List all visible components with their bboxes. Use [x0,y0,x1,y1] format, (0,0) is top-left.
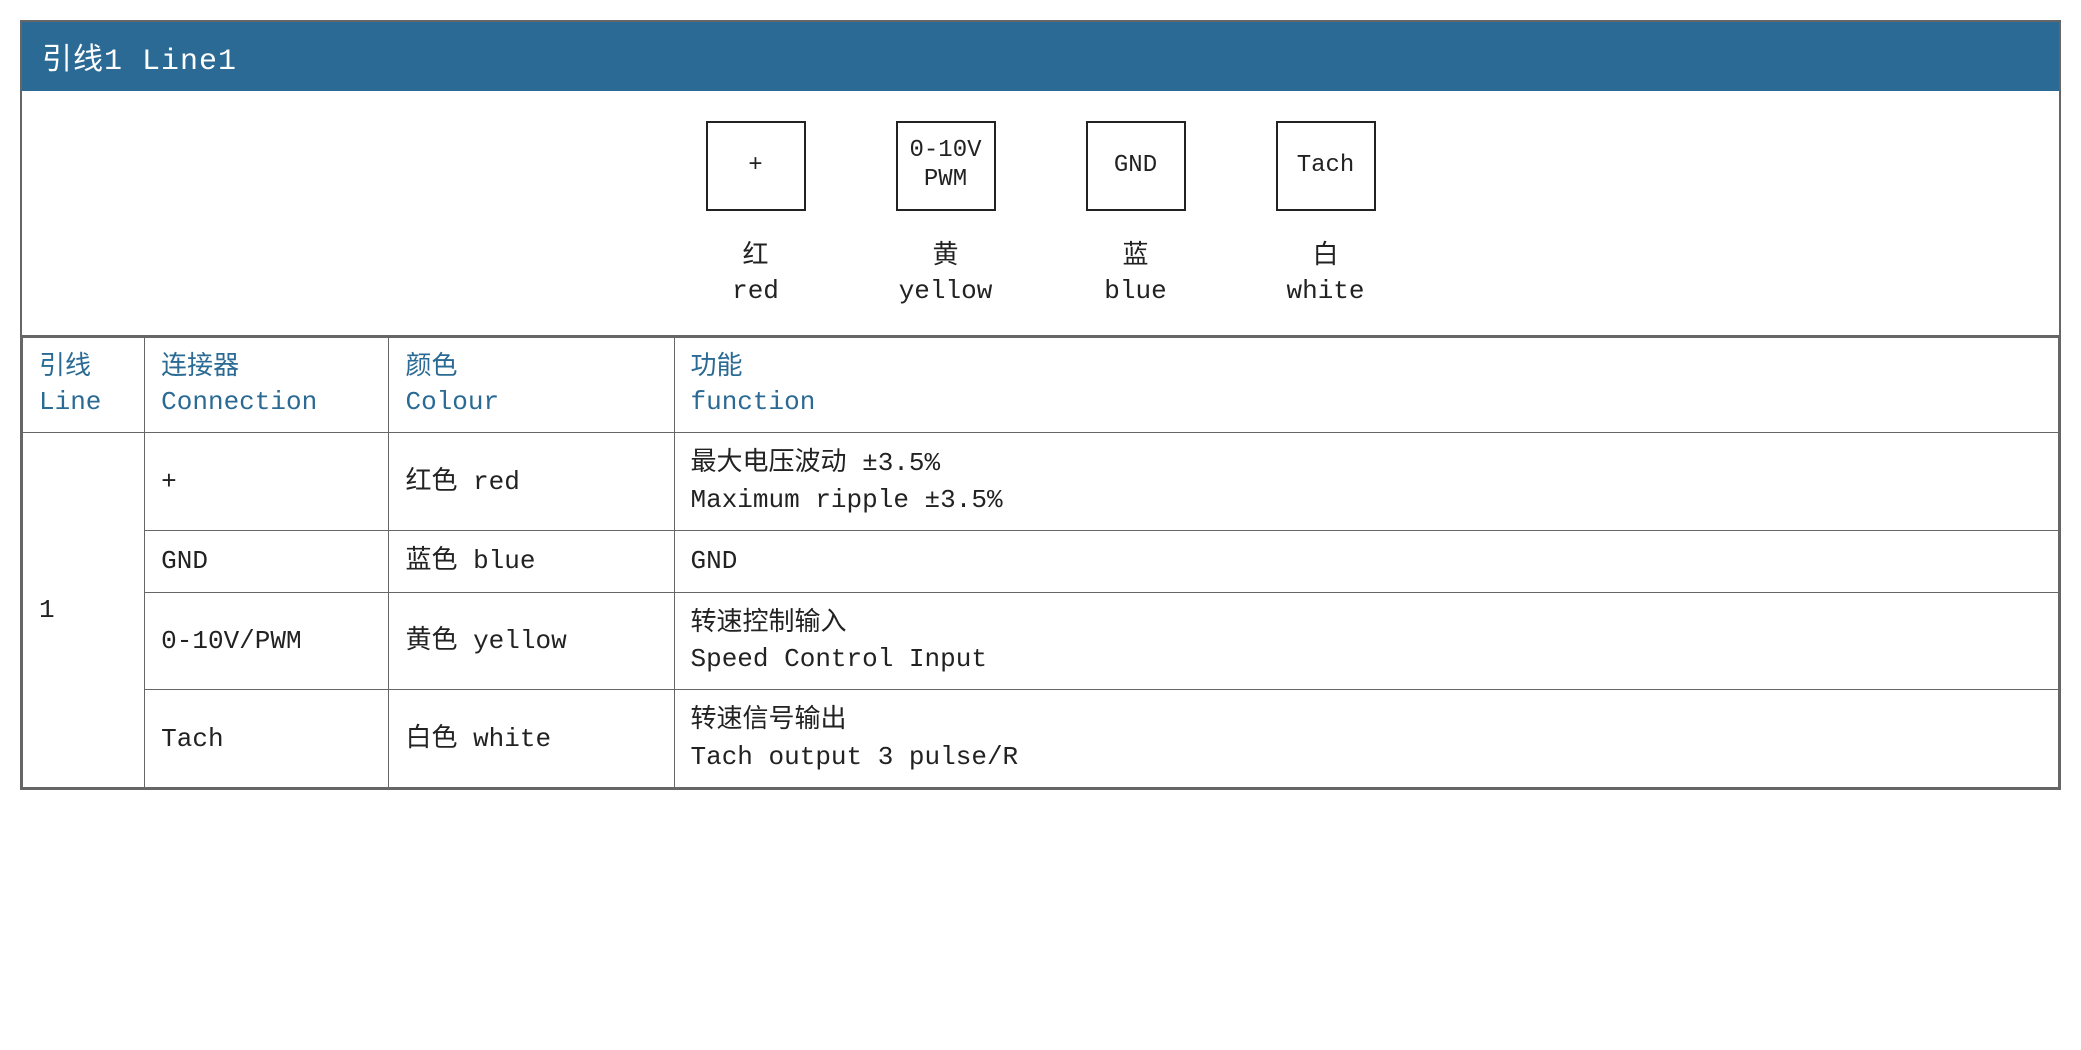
table-row: 1 + 红色 red 最大电压波动 ±3.5% Maximum ripple ±… [23,433,2059,531]
cell-colour: 蓝色 blue [389,531,674,592]
cell-colour: 黄色 yellow [389,592,674,690]
spec-table: 引线 Line 连接器 Connection 颜色 Colour 功能 func… [22,337,2059,788]
pin-label-en: blue [1104,274,1166,309]
pin-label-en: yellow [899,274,993,309]
cell-colour: 红色 red [389,433,674,531]
cell-connection: GND [145,531,389,592]
pin-label-en: white [1286,274,1364,309]
pin-gnd: GND 蓝 blue [1076,121,1196,309]
cell-connection: Tach [145,690,389,788]
cell-connection: + [145,433,389,531]
cell-function: 最大电压波动 ±3.5% Maximum ripple ±3.5% [674,433,2059,531]
pin-label: 蓝 blue [1104,239,1166,309]
pin-row: + 红 red 0-10V PWM 黄 yellow [22,121,2059,309]
th-conn-cn: 连接器 [161,350,372,385]
th-connection: 连接器 Connection [145,338,389,433]
table-row: Tach 白色 white 转速信号输出 Tach output 3 pulse… [23,690,2059,788]
cell-function: GND [674,531,2059,592]
pin-label-en: red [732,274,779,309]
pin-label: 红 red [732,239,779,309]
pin-box: Tach [1276,121,1376,211]
panel-title: 引线1 Line1 [42,45,237,79]
cell-function-cn: 最大电压波动 ±3.5% [691,445,2043,481]
cell-colour: 白色 white [389,690,674,788]
pin-label-cn: 红 [732,239,779,274]
pin-plus: + 红 red [696,121,816,309]
cell-function-en: GND [691,543,2043,579]
cell-function: 转速信号输出 Tach output 3 pulse/R [674,690,2059,788]
pin-label-cn: 白 [1286,239,1364,274]
table-row: 0-10V/PWM 黄色 yellow 转速控制输入 Speed Control… [23,592,2059,690]
th-line-en: Line [39,385,128,420]
line1-panel: 引线1 Line1 + 红 red 0-10V PWM 黄 [20,20,2061,790]
cell-connection: 0-10V/PWM [145,592,389,690]
cell-function-en: Maximum ripple ±3.5% [691,482,2043,518]
pin-tach: Tach 白 white [1266,121,1386,309]
cell-function-en: Speed Control Input [691,641,2043,677]
table-row: GND 蓝色 blue GND [23,531,2059,592]
pin-box-line1: Tach [1297,152,1355,181]
th-func-cn: 功能 [691,350,2043,385]
th-line-cn: 引线 [39,350,128,385]
pin-box-line1: 0-10V [909,137,981,166]
th-colour-cn: 颜色 [405,350,657,385]
pin-box-line1: GND [1114,152,1157,181]
table-header-row: 引线 Line 连接器 Connection 颜色 Colour 功能 func… [23,338,2059,433]
pin-label-cn: 黄 [899,239,993,274]
cell-function-cn: 转速控制输入 [691,605,2043,641]
th-conn-en: Connection [161,385,372,420]
cell-line-group: 1 [23,433,145,788]
pin-0-10v-pwm: 0-10V PWM 黄 yellow [886,121,1006,309]
th-line: 引线 Line [23,338,145,433]
cell-function: 转速控制输入 Speed Control Input [674,592,2059,690]
pin-box: 0-10V PWM [896,121,996,211]
th-func-en: function [691,385,2043,420]
panel-header: 引线1 Line1 [22,22,2059,91]
pin-label-cn: 蓝 [1104,239,1166,274]
pin-box-line1: + [748,152,762,181]
pin-box-line2: PWM [924,166,967,195]
cell-function-cn: 转速信号输出 [691,702,2043,738]
th-colour: 颜色 Colour [389,338,674,433]
cell-function-en: Tach output 3 pulse/R [691,739,2043,775]
pin-box: + [706,121,806,211]
th-function: 功能 function [674,338,2059,433]
pin-label: 黄 yellow [899,239,993,309]
th-colour-en: Colour [405,385,657,420]
pin-diagram: + 红 red 0-10V PWM 黄 yellow [22,91,2059,337]
pin-box: GND [1086,121,1186,211]
pin-label: 白 white [1286,239,1364,309]
